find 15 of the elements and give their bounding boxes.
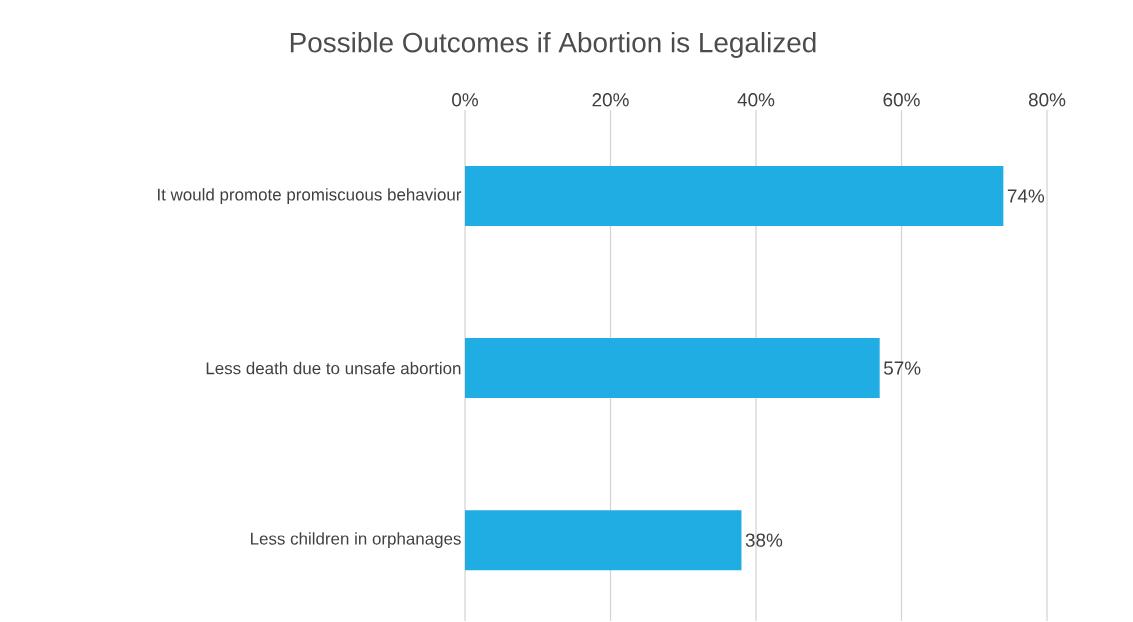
data-label: 74% (1007, 189, 1045, 203)
chart-title: Possible Outcomes if Abortion is Legalized (290, 32, 816, 59)
y-tick-label: It would promote promiscuous behaviour (158, 188, 462, 205)
data-label: 57% (883, 361, 921, 375)
data-label: 38% (745, 533, 783, 548)
x-tick-label: 60% (883, 93, 920, 107)
y-tick-label: Less children in orphanages (251, 532, 461, 549)
x-tick-label: 40% (737, 93, 775, 107)
x-tick-label: 80% (1028, 93, 1066, 107)
bar (465, 166, 1004, 227)
bar (465, 510, 742, 571)
x-tick-label: 0% (452, 93, 479, 107)
x-tick-label: 20% (592, 93, 629, 107)
y-tick-label: Less death due to unsafe abortion (206, 362, 461, 375)
bar (465, 338, 880, 399)
